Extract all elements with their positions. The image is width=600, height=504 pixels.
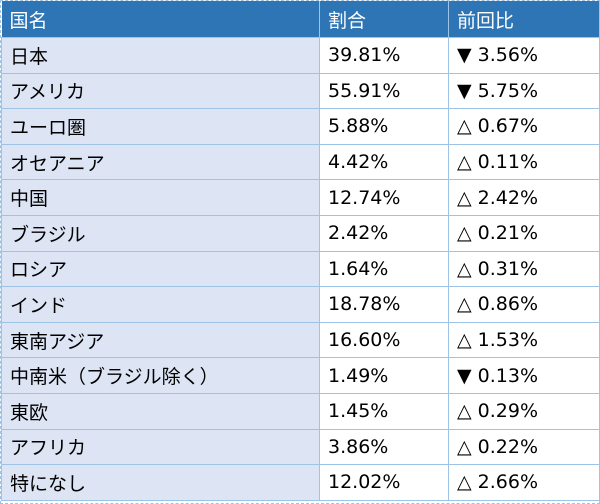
- table-row: ブラジル 2.42% △ 0.21%: [1, 214, 600, 252]
- header-cell: 割合: [319, 1, 449, 38]
- table-cell: 1.64%: [319, 250, 449, 288]
- table-header: 国名 割合 前回比: [1, 1, 600, 38]
- row-label: 東南アジア: [1, 321, 320, 359]
- table-cell: △ 0.31%: [448, 250, 600, 288]
- row-label: 中南米（ブラジル除く）: [1, 357, 320, 394]
- row-label: 特になし: [1, 464, 320, 501]
- row-label: 日本: [1, 37, 320, 74]
- table-row: ロシア 1.64% △ 0.31%: [1, 250, 600, 288]
- table-cell: △ 0.11%: [448, 143, 600, 181]
- table-row: オセアニア 4.42% △ 0.11%: [1, 143, 600, 181]
- table-row: 東南アジア 16.60% △ 1.53%: [1, 321, 600, 359]
- row-label: ブラジル: [1, 214, 320, 252]
- table-cell: △ 0.29%: [448, 392, 600, 430]
- row-label: ユーロ圏: [1, 108, 320, 145]
- table-cell: 16.60%: [319, 321, 449, 359]
- row-label: ロシア: [1, 250, 320, 288]
- row-label: 中国: [1, 179, 320, 216]
- row-label: アメリカ: [1, 72, 320, 110]
- header-row: 国名 割合 前回比: [1, 1, 600, 38]
- table-row: 中南米（ブラジル除く） 1.49% ▼ 0.13%: [1, 357, 600, 394]
- table-cell: △ 1.53%: [448, 321, 600, 359]
- table-cell: 3.86%: [319, 428, 449, 466]
- table-cell: 2.42%: [319, 214, 449, 252]
- table-row: インド 18.78% △ 0.86%: [1, 286, 600, 323]
- table-body: 日本 39.81% ▼ 3.56% アメリカ 55.91% ▼ 5.75% ユーロ圏 5.88…: [1, 37, 600, 501]
- table-row: 中国 12.74% △ 2.42%: [1, 179, 600, 216]
- table-row: アメリカ 55.91% ▼ 5.75%: [1, 72, 600, 110]
- table-cell: △ 0.86%: [448, 286, 600, 323]
- table-row: アフリカ 3.86% △ 0.22%: [1, 428, 600, 466]
- table-cell: △ 2.42%: [448, 179, 600, 216]
- row-label: インド: [1, 286, 320, 323]
- table-cell: ▼ 5.75%: [448, 72, 600, 110]
- table-row: ユーロ圏 5.88% △ 0.67%: [1, 108, 600, 145]
- table-row: 特になし 12.02% △ 2.66%: [1, 464, 600, 501]
- table-cell: 55.91%: [319, 72, 449, 110]
- table-cell: △ 2.66%: [448, 464, 600, 501]
- table-cell: △ 0.67%: [448, 108, 600, 145]
- table-cell: ▼ 3.56%: [448, 37, 600, 74]
- table-cell: 5.88%: [319, 108, 449, 145]
- table-cell: 1.49%: [319, 357, 449, 394]
- table-cell: 12.02%: [319, 464, 449, 501]
- header-cell: 国名: [1, 1, 320, 38]
- table-cell: 39.81%: [319, 37, 449, 74]
- table-cell: 4.42%: [319, 143, 449, 181]
- table-row: 東欧 1.45% △ 0.29%: [1, 392, 600, 430]
- header-cell: 前回比: [448, 1, 600, 38]
- row-label: アフリカ: [1, 428, 320, 466]
- table-cell: 18.78%: [319, 286, 449, 323]
- row-label: オセアニア: [1, 143, 320, 181]
- table-cell: 1.45%: [319, 392, 449, 430]
- table-row: 日本 39.81% ▼ 3.56%: [1, 37, 600, 74]
- table-cell: △ 0.22%: [448, 428, 600, 466]
- table-cell: 12.74%: [319, 179, 449, 216]
- row-label: 東欧: [1, 392, 320, 430]
- table-cell: ▼ 0.13%: [448, 357, 600, 394]
- table-cell: △ 0.21%: [448, 214, 600, 252]
